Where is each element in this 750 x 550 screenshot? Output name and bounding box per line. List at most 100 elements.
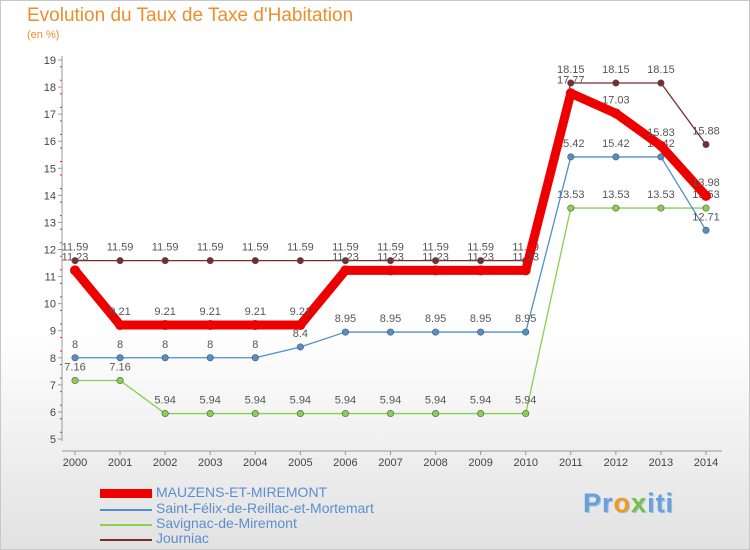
data-point	[251, 410, 259, 418]
data-label: 11.23	[332, 251, 359, 263]
x-tick-label: 2009	[468, 457, 492, 469]
x-tick-label: 2000	[63, 457, 87, 469]
data-label: 8.95	[380, 313, 401, 325]
data-point	[477, 328, 485, 336]
data-point	[432, 328, 440, 336]
data-point	[205, 320, 216, 331]
data-label: 11.59	[332, 242, 359, 254]
data-label: 5.94	[335, 395, 356, 407]
data-label: 8	[162, 339, 168, 351]
data-label: 8	[72, 339, 78, 351]
data-label: 13.53	[647, 189, 675, 201]
data-point	[340, 265, 351, 276]
data-point	[386, 328, 394, 336]
data-label: 9.21	[109, 306, 130, 318]
data-point	[657, 79, 665, 87]
data-label: 9.21	[200, 306, 221, 318]
data-label: 13.53	[557, 189, 585, 201]
logo-text: x	[631, 488, 648, 518]
data-point	[477, 257, 485, 265]
legend-label: MAUZENS-ET-MIREMONT	[156, 484, 328, 500]
data-label: 8.95	[335, 313, 356, 325]
data-point	[522, 410, 530, 418]
y-tick-label: 8	[50, 353, 56, 365]
data-point	[612, 79, 620, 87]
y-tick-label: 13	[44, 217, 56, 229]
data-label: 11.59	[467, 242, 494, 254]
data-point	[71, 377, 79, 385]
data-point	[430, 265, 441, 276]
chart-title: Evolution du Taux de Taxe d'Habitation	[27, 5, 354, 26]
data-label: 11.23	[512, 251, 539, 263]
data-point	[610, 108, 621, 119]
y-tick-label: 10	[44, 299, 56, 311]
data-point	[115, 320, 126, 331]
data-point	[701, 190, 711, 201]
data-label: 11.59	[62, 242, 89, 254]
x-tick-label: 2004	[243, 457, 267, 469]
x-tick-label: 2013	[649, 457, 673, 469]
data-point	[520, 265, 531, 276]
y-tick-label: 5	[50, 434, 56, 446]
data-label: 11.59	[107, 242, 134, 254]
data-point	[567, 79, 575, 87]
y-tick-label: 12	[44, 245, 56, 257]
legend-item: Journiac	[100, 530, 500, 547]
x-tick-label: 2011	[559, 457, 583, 469]
data-point	[385, 265, 396, 276]
data-label: 8	[207, 339, 213, 351]
y-tick-label: 16	[44, 136, 56, 148]
data-label: 13.53	[602, 189, 630, 201]
data-point	[70, 265, 80, 276]
data-label: 15.42	[602, 138, 630, 150]
data-point	[475, 265, 486, 276]
logo-text: iti	[647, 488, 675, 518]
legend-label: Journiac	[156, 530, 209, 546]
data-point	[161, 354, 169, 362]
x-tick-label: 2001	[108, 457, 132, 469]
legend-swatch	[100, 524, 152, 526]
x-tick-label: 2012	[604, 457, 628, 469]
data-point	[567, 153, 575, 161]
y-tick-label: 7	[50, 380, 56, 392]
x-tick-label: 2008	[423, 457, 447, 469]
y-tick-label: 9	[50, 326, 56, 338]
data-label: 11.59	[377, 242, 404, 254]
data-point	[565, 88, 576, 99]
data-point	[612, 153, 620, 161]
data-label: 18.15	[602, 64, 630, 76]
data-label: 11.59	[422, 242, 449, 254]
data-point	[161, 257, 169, 265]
series-line	[70, 88, 711, 330]
legend-item: MAUZENS-ET-MIREMONT	[100, 484, 500, 501]
data-label: 5.94	[515, 395, 536, 407]
x-tick-label: 2003	[198, 457, 222, 469]
data-label: 15.88	[692, 125, 720, 137]
data-label: 11.59	[287, 242, 314, 254]
y-tick-label: 17	[44, 109, 56, 121]
data-point	[432, 257, 440, 265]
data-label: 9.21	[290, 306, 311, 318]
data-point	[477, 410, 485, 418]
legend-label: Savignac-de-Miremont	[156, 515, 297, 531]
data-point	[250, 320, 261, 331]
data-label: 5.94	[200, 395, 221, 407]
data-point	[341, 257, 349, 265]
legend-item: Saint-Félix-de-Reillac-et-Mortemart	[100, 500, 500, 517]
y-tick-label: 15	[44, 163, 56, 175]
data-label: 11.23	[62, 251, 89, 263]
logo-text: o	[613, 488, 632, 518]
x-tick-label: 2014	[694, 457, 718, 469]
data-label: 5.94	[245, 395, 266, 407]
legend-swatch	[100, 539, 152, 541]
data-label: 8.4	[293, 328, 308, 340]
data-label: 15.42	[557, 138, 585, 150]
y-tick-label: 6	[50, 407, 56, 419]
data-point	[386, 410, 394, 418]
data-label: 17.03	[602, 94, 630, 106]
data-point	[612, 204, 620, 212]
data-point	[522, 328, 530, 336]
data-label: 11.59	[197, 242, 224, 254]
data-point	[432, 410, 440, 418]
data-point	[206, 410, 214, 418]
